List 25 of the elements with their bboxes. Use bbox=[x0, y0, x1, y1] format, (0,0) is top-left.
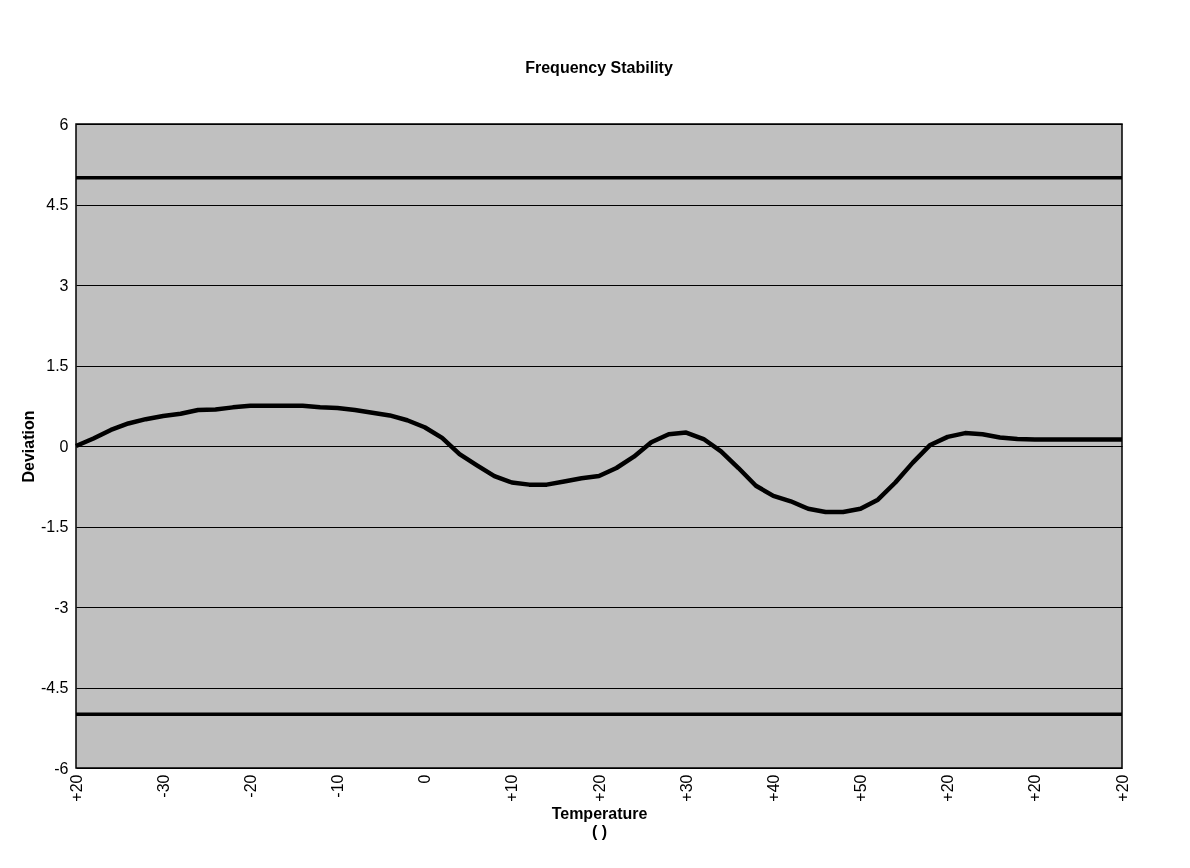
y-tick-label: 0 bbox=[59, 437, 69, 455]
y-tick-label: -3 bbox=[54, 598, 69, 616]
chart-title: Frequency Stability bbox=[525, 59, 673, 76]
x-tick-label: +20 bbox=[67, 774, 85, 802]
x-tick-label: +20 bbox=[590, 774, 608, 802]
y-tick-label: -6 bbox=[54, 759, 69, 777]
y-tick-label: 6 bbox=[59, 115, 69, 133]
x-axis-title: Temperature ( ) bbox=[551, 804, 648, 840]
x-tick-label: -10 bbox=[329, 774, 346, 798]
x-tick-label: 0 bbox=[416, 774, 434, 784]
x-tick-label: +40 bbox=[764, 774, 782, 802]
x-tick-label: +30 bbox=[677, 774, 695, 802]
x-tick-label: +50 bbox=[852, 774, 869, 802]
y-tick-label: -4.5 bbox=[40, 679, 69, 696]
x-tick-label: +20 bbox=[1026, 774, 1044, 802]
x-tick-label: +20 bbox=[939, 774, 957, 802]
y-tick-label: -1.5 bbox=[40, 518, 69, 535]
y-tick-label: 1.5 bbox=[46, 357, 69, 374]
y-axis-title: Deviation bbox=[19, 410, 37, 483]
x-tick-label: -20 bbox=[241, 774, 259, 798]
x-tick-label: -30 bbox=[154, 774, 172, 798]
x-tick-label: +20 bbox=[1113, 774, 1131, 802]
x-tick-label: +10 bbox=[503, 774, 521, 802]
y-tick-label: 3 bbox=[59, 276, 69, 294]
y-tick-label: 4.5 bbox=[46, 196, 69, 213]
